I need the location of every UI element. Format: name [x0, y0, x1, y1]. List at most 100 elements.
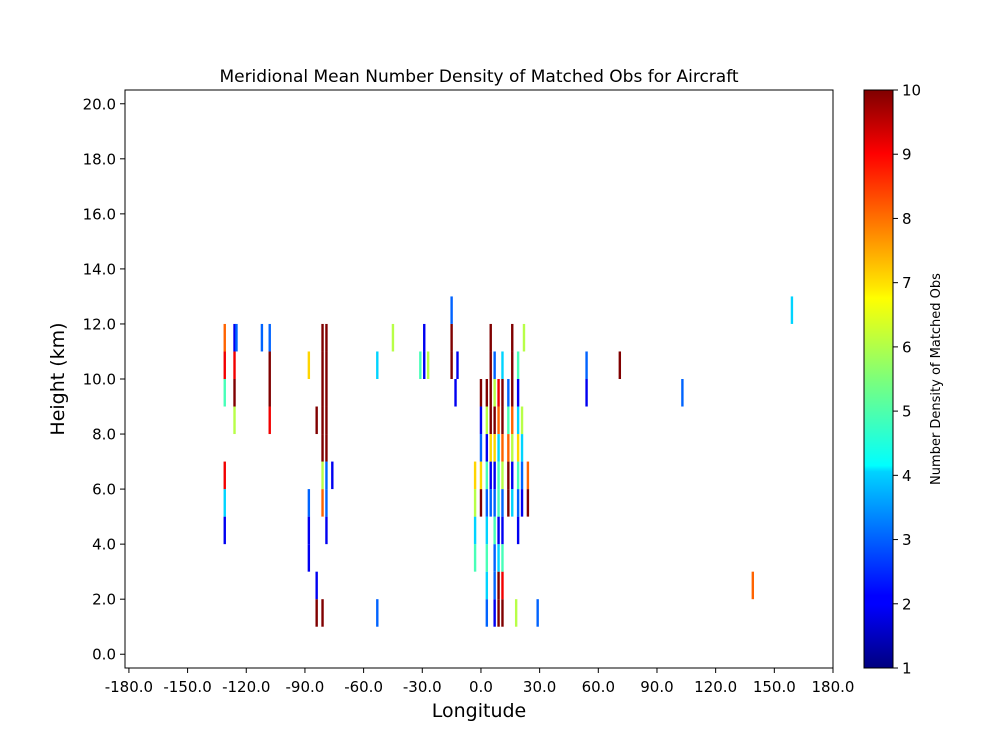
x-axis-label: Longitude: [432, 700, 527, 722]
heatmap-cell: [497, 571, 500, 600]
heatmap-cell: [507, 489, 510, 517]
plot-area-frame: [124, 89, 834, 669]
heatmap-cell: [536, 599, 539, 627]
y-tick-label: 6.0: [92, 481, 116, 499]
heatmap-cell: [321, 379, 324, 407]
colorbar-tick-label: 3: [902, 531, 912, 549]
heatmap-cell: [426, 351, 430, 379]
colorbar-label: Number Density of Matched Obs: [929, 273, 944, 485]
heatmap-cell: [681, 379, 684, 407]
heatmap-cell: [520, 406, 524, 435]
heatmap-cell: [233, 323, 236, 352]
heatmap-cell: [321, 351, 324, 379]
heatmap-cell: [325, 434, 328, 462]
heatmap-cell: [315, 571, 318, 600]
y-tick-label: 20.0: [83, 95, 116, 113]
heatmap-cell: [514, 599, 518, 627]
heatmap-cell: [315, 599, 318, 627]
colorbar-tick-label: 1: [902, 660, 912, 678]
heatmap-cell: [315, 406, 318, 435]
heatmap-cell: [223, 379, 226, 407]
colorbar-tick-label: 9: [902, 146, 912, 164]
heatmap-cell: [497, 489, 500, 517]
heatmap-cell: [325, 516, 328, 545]
heatmap-cell: [376, 599, 379, 627]
x-tick-label: 90.0: [640, 678, 673, 696]
x-tick-label: 0.0: [469, 678, 493, 696]
heatmap-cell: [489, 351, 492, 379]
heatmap-cell: [497, 406, 500, 435]
heatmap-cell: [376, 351, 379, 379]
heatmap-cell: [511, 489, 514, 517]
heatmap-cell: [268, 406, 271, 435]
x-tick-label: -180.0: [105, 678, 153, 696]
heatmap-cell: [516, 406, 520, 435]
y-tick-label: 10.0: [83, 371, 116, 389]
heatmap-cell: [307, 516, 311, 545]
heatmap-cell: [493, 379, 496, 407]
x-tick-label: 180.0: [812, 678, 855, 696]
heatmap-cell: [331, 461, 334, 490]
x-tick-label: -60.0: [344, 678, 383, 696]
heatmap-cell: [511, 406, 514, 435]
heatmap-cell: [511, 351, 514, 379]
heatmap-cell: [307, 544, 311, 572]
heatmap-cell: [501, 351, 504, 379]
heatmap-cell: [485, 406, 489, 435]
colorbar-tick-label: 7: [902, 274, 912, 292]
y-tick-label: 12.0: [83, 315, 116, 333]
heatmap-cell: [223, 516, 226, 545]
heatmap-cell: [507, 379, 510, 407]
heatmap-cell: [325, 379, 328, 407]
heatmap-cell: [507, 406, 510, 435]
x-axis: -180.0 -150.0 -120.0 -90.0 -60.0 -30.0 0.0 30.0…: [105, 668, 855, 696]
heatmap-cell: [520, 489, 524, 517]
heatmap-cell: [485, 379, 489, 407]
heatmap-cell: [489, 434, 492, 462]
heatmap-cell: [751, 571, 755, 600]
heatmap-cell: [485, 516, 489, 545]
heatmap-cell: [507, 434, 510, 462]
heatmap-cell: [321, 323, 324, 352]
heatmap-cell: [501, 599, 504, 627]
heatmap-cell: [321, 434, 324, 462]
heatmap-cell: [501, 379, 504, 407]
x-tick-label: -90.0: [286, 678, 325, 696]
colorbar: [863, 89, 894, 669]
heatmap-cell: [485, 434, 489, 462]
heatmap-cell: [526, 461, 530, 490]
y-tick-label: 8.0: [92, 426, 116, 444]
heatmap-cell: [501, 406, 504, 435]
heatmap-cell: [522, 323, 526, 352]
heatmap-cell: [493, 461, 496, 490]
heatmap-cell: [321, 489, 324, 517]
x-tick-label: 150.0: [753, 678, 796, 696]
heatmap-cell: [585, 351, 588, 379]
heatmap-cell: [321, 599, 324, 627]
x-tick-label: 30.0: [523, 678, 556, 696]
y-tick-label: 18.0: [83, 150, 116, 168]
colorbar-tick-label: 6: [902, 338, 912, 356]
heatmap-cell: [516, 516, 520, 545]
heatmap-cell: [493, 351, 496, 379]
heatmap-cell: [223, 351, 226, 379]
heatmap-cell: [497, 516, 500, 545]
heatmap-cell: [450, 323, 453, 352]
heatmap-cell: [325, 323, 328, 352]
x-tick-label: 60.0: [582, 678, 615, 696]
heatmap-cell: [493, 544, 496, 572]
heatmap-cell: [479, 379, 483, 407]
heatmap-cell: [307, 351, 311, 379]
heatmap-cell: [520, 434, 524, 462]
heatmap-cell: [325, 461, 328, 490]
heatmap-cell: [321, 461, 324, 490]
heatmap-cell: [489, 406, 492, 435]
heatmap-cell: [501, 544, 504, 572]
heatmap-cell: [493, 406, 496, 435]
heatmap-cell: [511, 434, 514, 462]
heatmap-cell: [618, 351, 622, 379]
heatmap-cell: [325, 351, 328, 379]
heatmap-cell: [507, 461, 510, 490]
